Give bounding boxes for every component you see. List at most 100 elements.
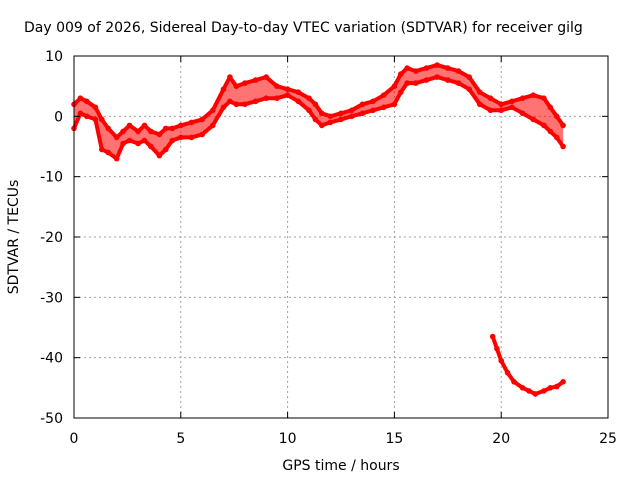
data-point	[477, 101, 483, 108]
data-point	[434, 62, 440, 68]
data-point	[141, 137, 148, 144]
x-tick-label: 15	[385, 431, 403, 447]
data-point	[532, 391, 539, 397]
data-point	[466, 86, 473, 92]
x-tick-label: 5	[176, 431, 185, 447]
data-point	[220, 86, 227, 92]
data-point	[413, 68, 419, 74]
data-point	[498, 107, 505, 114]
data-point	[338, 116, 344, 123]
data-point	[404, 65, 411, 71]
data-point	[252, 98, 259, 105]
data-point	[169, 125, 176, 132]
data-point	[77, 95, 84, 101]
data-point	[99, 116, 105, 123]
data-point	[295, 98, 302, 105]
data-point	[135, 140, 141, 147]
data-point	[188, 134, 195, 141]
data-point	[227, 98, 233, 105]
data-point	[504, 370, 511, 376]
data-point	[92, 116, 99, 123]
data-point	[135, 128, 141, 135]
data-point	[148, 128, 154, 135]
data-point	[519, 385, 526, 391]
data-point	[263, 95, 270, 101]
series-low-segment	[489, 333, 566, 397]
data-point	[541, 388, 547, 394]
data-point	[156, 152, 163, 159]
data-point	[306, 95, 312, 101]
data-point	[284, 86, 291, 92]
data-point	[227, 74, 233, 80]
data-point	[530, 92, 536, 98]
data-point	[77, 110, 84, 117]
data-point	[148, 143, 154, 150]
data-point	[398, 89, 404, 95]
data-point	[163, 146, 169, 153]
data-point	[445, 77, 451, 83]
data-point	[84, 98, 90, 105]
data-point	[178, 134, 184, 141]
axis-ticks: 0 5 10 15 20 25 -50 -40 -30 -20 -10 0 10	[40, 49, 617, 447]
data-point	[295, 89, 302, 95]
y-tick-label: -30	[40, 290, 63, 306]
data-point	[348, 107, 355, 114]
data-point	[242, 80, 248, 86]
data-point	[105, 149, 111, 156]
data-point	[319, 110, 325, 117]
data-point	[370, 98, 376, 105]
data-point	[338, 110, 344, 117]
data-point	[92, 104, 99, 111]
data-point	[380, 104, 387, 111]
data-point	[348, 113, 355, 120]
data-point	[99, 146, 105, 153]
data-point	[252, 77, 259, 83]
x-tick-label: 0	[70, 431, 79, 447]
data-points-layer	[71, 62, 566, 397]
data-point	[84, 113, 90, 120]
data-point	[547, 128, 554, 135]
series-main-band-lower	[71, 74, 566, 162]
data-point	[423, 77, 430, 83]
data-point	[306, 107, 312, 114]
y-tick-label: -40	[40, 351, 63, 367]
y-tick-label: -50	[40, 411, 63, 427]
grid-lines	[74, 56, 608, 418]
data-point	[547, 385, 554, 391]
data-point	[178, 122, 184, 129]
data-point	[445, 65, 451, 71]
data-point	[370, 107, 376, 114]
series-main-band-upper	[71, 62, 566, 141]
y-axis-label: SDTVAR / TECUs	[6, 180, 22, 295]
data-point	[398, 71, 404, 77]
data-point	[274, 83, 280, 89]
data-point	[284, 92, 291, 98]
data-point	[391, 83, 398, 89]
data-point	[312, 116, 319, 123]
data-point	[530, 116, 536, 123]
data-point	[560, 379, 566, 385]
data-point	[547, 104, 554, 111]
data-point	[509, 98, 515, 105]
x-axis-label: GPS time / hours	[282, 458, 399, 474]
data-point	[141, 122, 148, 129]
data-point	[423, 65, 430, 71]
data-point	[391, 101, 398, 108]
data-point	[126, 137, 133, 144]
y-tick-label: 10	[45, 49, 63, 65]
data-point	[494, 345, 500, 352]
data-point	[560, 122, 566, 129]
data-point	[359, 101, 366, 108]
x-tick-label: 10	[279, 431, 297, 447]
data-point	[541, 95, 547, 101]
data-point	[509, 104, 515, 111]
data-point	[233, 101, 240, 108]
x-tick-label: 20	[492, 431, 510, 447]
data-point	[210, 107, 216, 114]
data-point	[404, 80, 411, 86]
data-point	[169, 137, 176, 144]
data-point	[199, 116, 205, 123]
data-point	[487, 107, 494, 114]
data-point	[489, 333, 496, 340]
